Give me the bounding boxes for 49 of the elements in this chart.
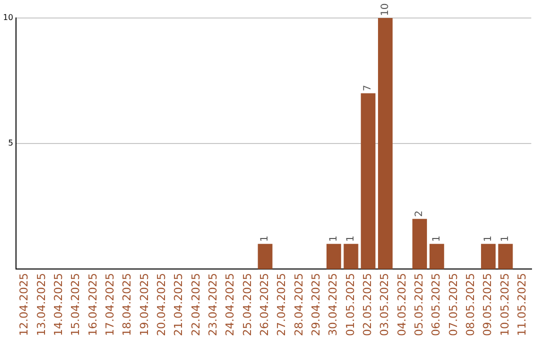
- x-tick-label: 11.05.2025: [516, 273, 529, 336]
- x-tick-label: 05.05.2025: [412, 273, 426, 336]
- x-tick-label: 30.04.2025: [326, 273, 340, 336]
- data-label: 1: [260, 236, 271, 242]
- data-label: 1: [482, 236, 494, 242]
- x-tick-label: 29.04.2025: [309, 273, 322, 336]
- x-tick-label: 14.04.2025: [52, 273, 65, 336]
- bar: [430, 244, 444, 270]
- data-label: 2: [414, 210, 426, 217]
- x-tick-label: 17.04.2025: [103, 273, 116, 336]
- bar: [498, 244, 513, 270]
- x-tick-label: 07.05.2025: [446, 273, 460, 336]
- data-label: 1: [431, 236, 442, 242]
- y-tick-label: 5: [8, 138, 14, 148]
- x-tick-label: 08.05.2025: [464, 273, 478, 336]
- x-tick-label: 10.05.2025: [498, 273, 512, 336]
- data-label: 1: [346, 236, 357, 242]
- x-tick-label: 28.04.2025: [292, 273, 306, 336]
- x-tick-label: 25.04.2025: [240, 273, 254, 336]
- x-tick-label: 22.04.2025: [189, 273, 202, 336]
- x-tick-label: 24.04.2025: [224, 273, 237, 336]
- bar: [258, 244, 272, 270]
- x-tick-label: 26.04.2025: [258, 273, 271, 336]
- x-tick-label: 20.04.2025: [154, 273, 168, 336]
- x-tick-label: 01.05.2025: [344, 273, 357, 336]
- x-tick-label: 06.05.2025: [430, 273, 443, 336]
- bar: [481, 244, 496, 270]
- x-tick-label: 27.04.2025: [275, 273, 288, 336]
- x-tick-label: 03.05.2025: [378, 273, 392, 336]
- data-label: 7: [362, 84, 374, 92]
- x-tick-label: 09.05.2025: [481, 273, 494, 336]
- bar: [378, 18, 393, 270]
- data-label: 1: [328, 236, 340, 242]
- x-tick-label: 12.04.2025: [18, 273, 31, 336]
- x-tick-label: 15.04.2025: [69, 273, 82, 336]
- x-tick-label: 13.04.2025: [34, 273, 48, 336]
- x-tick-label: 18.04.2025: [120, 273, 134, 336]
- data-label: 10: [380, 3, 391, 16]
- x-tick-label: 21.04.2025: [172, 273, 186, 336]
- x-tick-label: 04.05.2025: [395, 273, 408, 336]
- x-tick-label: 16.04.2025: [86, 273, 100, 336]
- bar: [412, 218, 427, 270]
- x-tick-label: 02.05.2025: [361, 273, 374, 336]
- x-tick-label: 23.04.2025: [206, 273, 220, 336]
- bar: [326, 244, 342, 270]
- bar: [360, 93, 376, 270]
- bar: [344, 244, 358, 270]
- data-label: 1: [500, 236, 512, 242]
- x-tick-label: 19.04.2025: [138, 273, 151, 336]
